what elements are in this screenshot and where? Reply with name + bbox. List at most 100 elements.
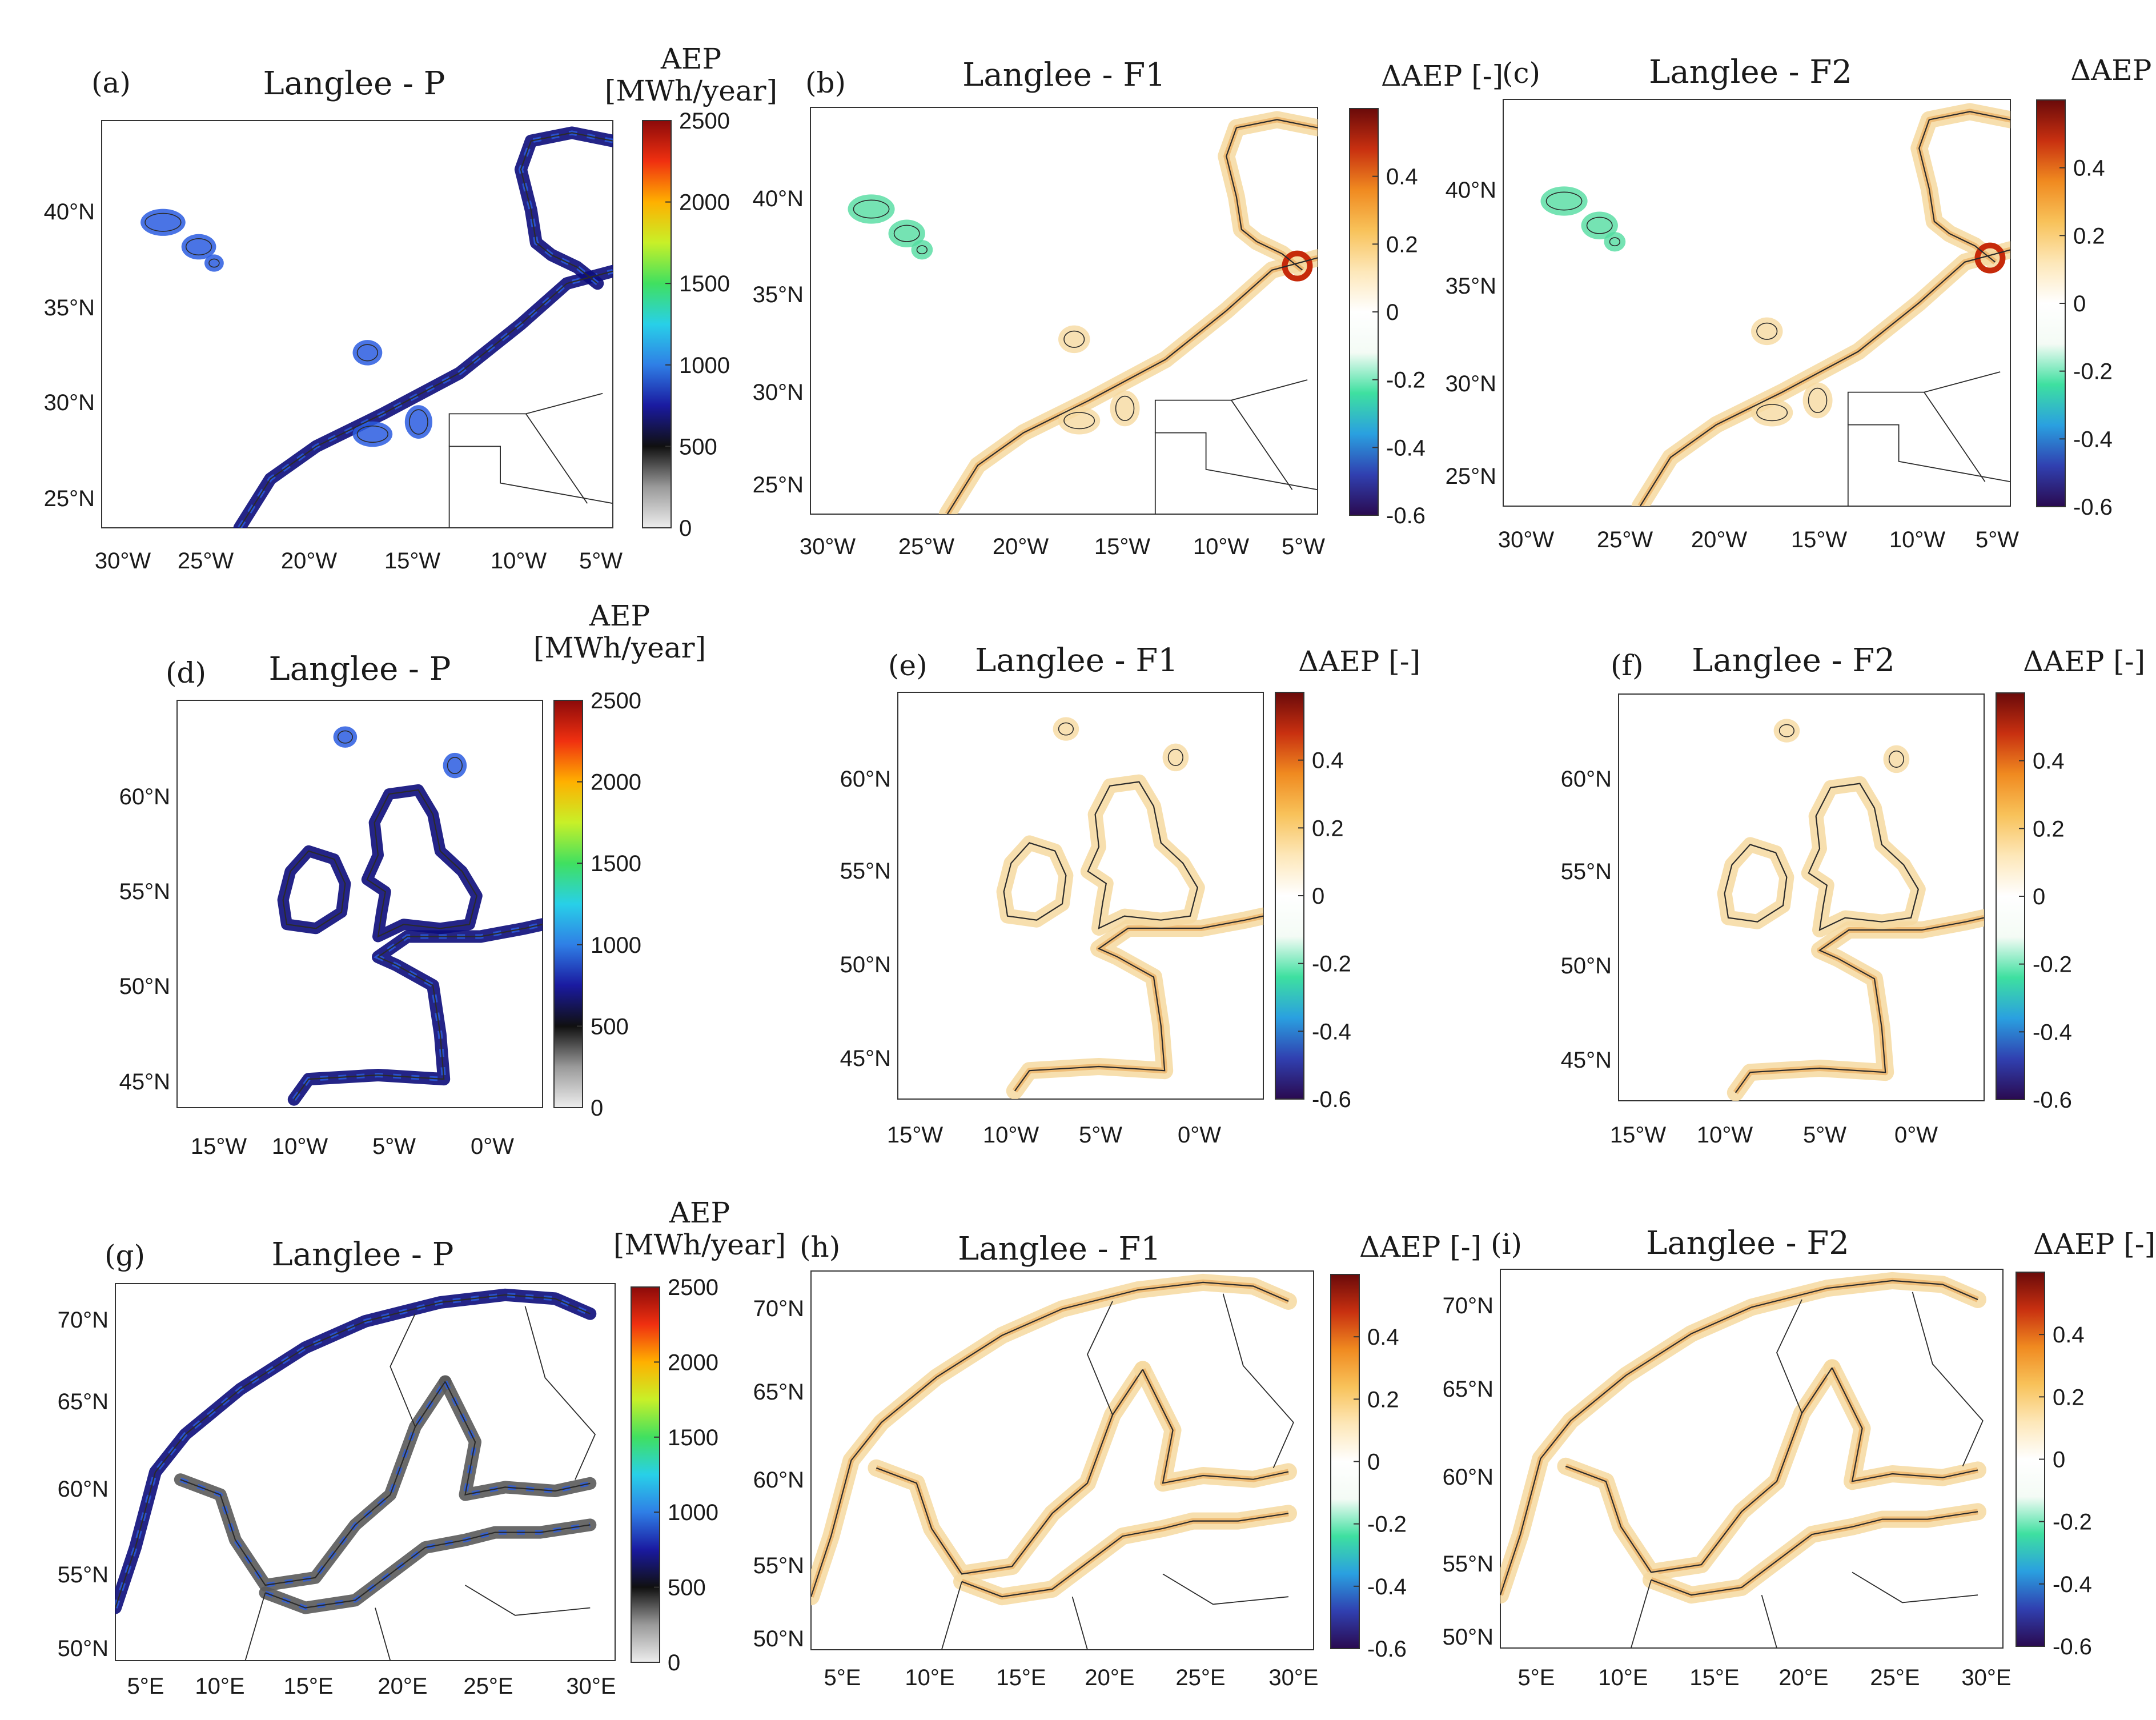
country-border <box>375 1607 391 1661</box>
longitude-label: 15°W <box>384 548 440 574</box>
longitude-label: 30°W <box>800 534 856 559</box>
panel-e: (e) Langlee - F1 60°N 55°N 50°N 45°N 15°W 10°W 5… <box>840 642 1421 1148</box>
coastline <box>1565 1367 1833 1573</box>
colorbar-tick-label: -0.4 <box>2033 1020 2072 1045</box>
panel-i: (i) Langlee - F2 70°N 65°N 60°N 55°N 50°N 5°E 10… <box>1443 1225 2156 1690</box>
latitude-label: 50°N <box>1443 1625 1493 1650</box>
latitude-label: 35°N <box>44 295 95 320</box>
island-outline <box>447 757 463 775</box>
island-energy <box>443 752 467 779</box>
island-delta <box>1058 325 1090 354</box>
colorbar-tick-label: -0.4 <box>2073 427 2113 452</box>
colorbar-tick-label: 0.4 <box>1367 1325 1399 1350</box>
latitude-label: 70°N <box>753 1296 804 1321</box>
colorbar-title: AEP <box>589 599 650 632</box>
coastline <box>293 924 543 1100</box>
country-border <box>1847 371 2001 425</box>
colorbar-title: [MWh/year] <box>605 74 777 107</box>
colorbar-title: AEP <box>660 42 721 75</box>
longitude-label: 15°W <box>1791 527 1847 552</box>
country-border <box>390 1313 416 1428</box>
colorbar-tick-label: -0.6 <box>2033 1088 2072 1113</box>
longitude-label: 5°W <box>1282 534 1325 559</box>
coastline <box>1831 1367 1978 1482</box>
country-border <box>448 392 603 447</box>
island-outline <box>1115 395 1135 422</box>
island-outline <box>1609 237 1621 247</box>
island-outline <box>185 238 212 256</box>
coastline <box>115 1294 591 1608</box>
panel-title: Langlee - F2 <box>1649 54 1852 91</box>
island-outline <box>893 224 920 242</box>
country-border <box>1761 1594 1777 1648</box>
colorbar-tick-label: -0.6 <box>1312 1087 1351 1112</box>
longitude-label: 25°W <box>1597 527 1653 552</box>
island-outline <box>408 409 428 435</box>
longitude-label: 5°W <box>1803 1122 1846 1148</box>
longitude-label: 25°E <box>1175 1665 1225 1690</box>
island-outline <box>1058 722 1074 736</box>
strait-hotspot <box>1974 242 2006 274</box>
coastline <box>1142 1369 1289 1484</box>
panel-label: (g) <box>105 1239 145 1272</box>
latitude-label: 35°N <box>753 282 804 307</box>
map-frame <box>115 1283 616 1661</box>
longitude-label: 5°W <box>1976 527 2019 552</box>
latitude-label: 60°N <box>119 784 170 809</box>
longitude-label: 10°E <box>905 1665 954 1690</box>
island-outline <box>356 425 389 443</box>
longitude-label: 5°E <box>824 1665 861 1690</box>
colorbar-tick-label: 1500 <box>668 1425 718 1450</box>
latitude-label: 55°N <box>840 859 891 884</box>
coastline <box>1014 915 1263 1092</box>
island-delta <box>848 194 895 224</box>
latitude-label: 65°N <box>753 1380 804 1405</box>
colorbar-tick-label: -0.4 <box>1386 435 1426 460</box>
coastline <box>520 132 613 284</box>
colorbar-tick-label: 0 <box>1386 300 1399 325</box>
latitude-label: 40°N <box>753 186 804 211</box>
colorbar-tick-label: 2000 <box>591 770 641 795</box>
latitude-label: 45°N <box>1561 1048 1612 1073</box>
latitude-label: 55°N <box>753 1553 804 1578</box>
colorbar-title: ΔAEP [-] <box>1381 59 1503 93</box>
island-outline <box>1888 750 1904 768</box>
coastline <box>1087 781 1198 929</box>
colorbar-tick-label: 1000 <box>591 933 641 958</box>
panel-label: (b) <box>805 66 846 99</box>
colorbar-tick-label: -0.4 <box>1367 1574 1407 1599</box>
colorbar-title: [MWh/year] <box>533 631 706 664</box>
panel-title: Langlee - F1 <box>975 642 1178 679</box>
panel-title: Langlee - F1 <box>958 1230 1161 1268</box>
longitude-label: 15°W <box>887 1122 943 1148</box>
island-outline <box>1063 330 1085 348</box>
island-outline <box>1063 412 1095 430</box>
coastline <box>1226 119 1318 271</box>
colorbar-tick-label: -0.6 <box>1367 1637 1407 1662</box>
map-area <box>115 1288 597 1661</box>
coastline <box>1918 111 2010 263</box>
colorbar-tick-label: -0.4 <box>1312 1019 1351 1044</box>
colorbar-tick-label: 2000 <box>668 1350 718 1375</box>
longitude-label: 25°W <box>898 534 954 559</box>
latitude-label: 60°N <box>1443 1465 1493 1490</box>
latitude-label: 35°N <box>1446 274 1496 299</box>
colorbar-tick-label: 500 <box>668 1575 706 1601</box>
colorbar-tick-label: -0.2 <box>1367 1512 1407 1537</box>
coastline <box>444 1381 591 1496</box>
colorbar-tick-label: 0.4 <box>1312 748 1344 773</box>
colorbar-tick-label: -0.2 <box>2033 952 2072 977</box>
island-energy <box>333 726 358 748</box>
country-border <box>1154 379 1308 433</box>
island-delta <box>1053 717 1079 741</box>
colorbar-title: [MWh/year] <box>613 1228 786 1261</box>
island-delta <box>1751 317 1783 346</box>
country-border <box>448 446 613 528</box>
map-area <box>811 1273 1297 1650</box>
panel-title: Langlee - F2 <box>1646 1225 1849 1262</box>
colorbar-tick-label: 0.2 <box>2073 223 2105 248</box>
country-border <box>1162 1573 1289 1605</box>
country-border <box>524 1306 596 1480</box>
map-frame <box>810 107 1318 515</box>
colorbar-tick-label: 2500 <box>679 109 730 134</box>
